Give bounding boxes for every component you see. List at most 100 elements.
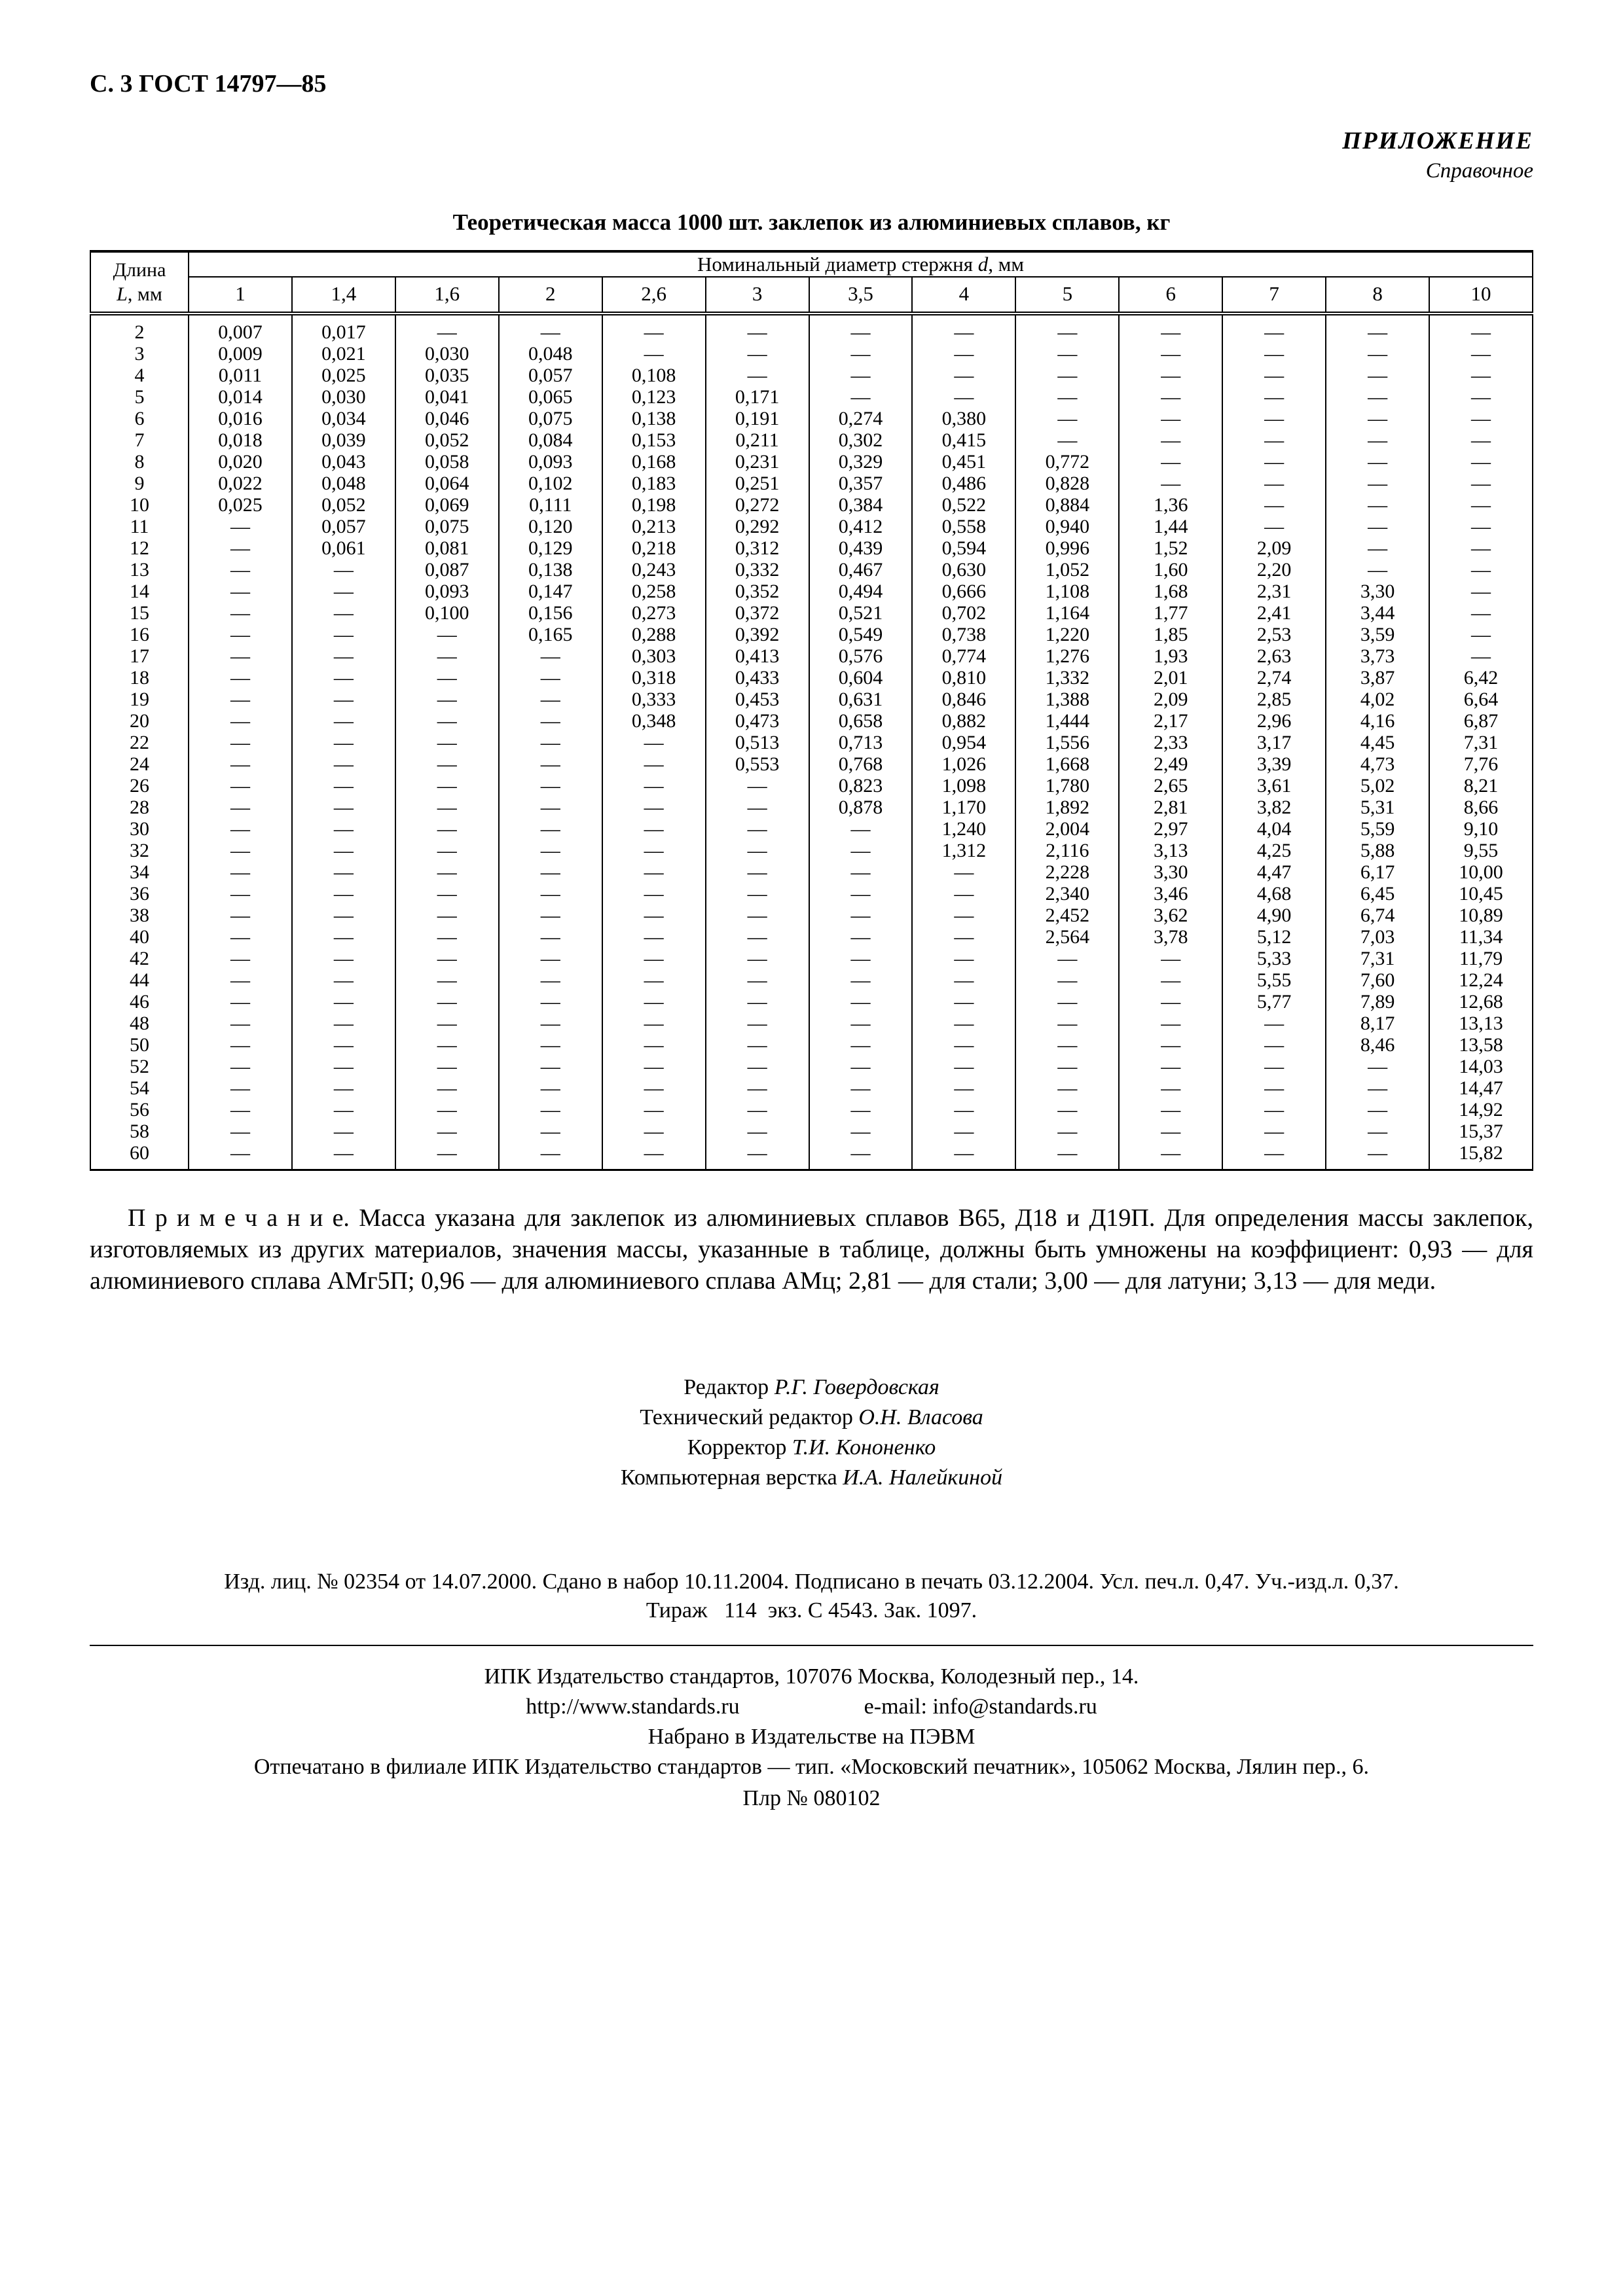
mass-cell: —: [1118, 386, 1224, 408]
mass-cell: 2,31: [1222, 581, 1327, 602]
mass-cell: 3,30: [1325, 581, 1431, 602]
mass-cell: 0,274: [808, 408, 913, 429]
mass-cell: 0,014: [188, 386, 293, 408]
length-cell: 32: [90, 840, 189, 861]
length-cell: 18: [90, 667, 189, 689]
mass-cell: 0,439: [808, 537, 913, 559]
mass-cell: —: [808, 1142, 913, 1170]
mass-cell: —: [394, 1142, 500, 1170]
table-row: 28— — — — — —0,878 1,170 1,892 2,81 3,82 5,31 8,66: [90, 797, 1533, 818]
mass-cell: —: [1222, 1077, 1327, 1099]
length-cell: 58: [90, 1121, 189, 1142]
mass-cell: —: [601, 948, 706, 969]
credits-block: Редактор Р.Г. Говердовская Технический ре…: [90, 1372, 1533, 1493]
mass-cell: 1,60: [1118, 559, 1224, 581]
mass-cell: —: [188, 645, 293, 667]
mass-cell: —: [911, 1142, 1017, 1170]
mass-cell: 0,413: [704, 645, 810, 667]
mass-cell: 2,49: [1118, 753, 1224, 775]
table-head: Длина L, мм Номинальный диаметр стержня d…: [90, 251, 1533, 315]
mass-cell: —: [1325, 516, 1431, 537]
diameter-header: Номинальный диаметр стержня d, мм: [188, 251, 1533, 278]
mass-cell: 13,13: [1429, 1013, 1533, 1034]
mass-cell: 2,340: [1015, 883, 1120, 905]
mass-cell: —: [1118, 451, 1224, 473]
mass-cell: 0,231: [704, 451, 810, 473]
length-cell: 52: [90, 1056, 189, 1077]
mass-cell: —: [498, 667, 603, 689]
mass-cell: —: [291, 1142, 396, 1170]
mass-cell: 4,90: [1222, 905, 1327, 926]
mass-cell: 0,348: [601, 710, 706, 732]
mass-cell: 1,026: [911, 753, 1017, 775]
mass-cell: —: [704, 991, 810, 1013]
mass-cell: 0,273: [601, 602, 706, 624]
length-cell: 56: [90, 1099, 189, 1121]
mass-cell: 0,243: [601, 559, 706, 581]
mass-cell: —: [1429, 581, 1533, 602]
mass-cell: 4,04: [1222, 818, 1327, 840]
table-row: 19— — — —0,333 0,453 0,631 0,846 1,388 2,09 2,85 4…: [90, 689, 1533, 710]
mass-cell: —: [1429, 537, 1533, 559]
mass-cell: —: [188, 969, 293, 991]
mass-cell: —: [1429, 602, 1533, 624]
mass-cell: —: [1015, 1077, 1120, 1099]
mass-cell: —: [704, 861, 810, 883]
mass-cell: 2,09: [1118, 689, 1224, 710]
mass-cell: 0,453: [704, 689, 810, 710]
mass-cell: —: [601, 969, 706, 991]
mass-cell: 2,74: [1222, 667, 1327, 689]
length-cell: 50: [90, 1034, 189, 1056]
mass-cell: 0,100: [394, 602, 500, 624]
mass-cell: —: [498, 1056, 603, 1077]
mass-cell: —: [1015, 1034, 1120, 1056]
mass-cell: 4,68: [1222, 883, 1327, 905]
mass-cell: —: [291, 710, 396, 732]
mass-cell: —: [1015, 386, 1120, 408]
credit-line: Компьютерная верстка И.А. Налейкиной: [90, 1463, 1533, 1493]
mass-cell: —: [188, 689, 293, 710]
mass-cell: —: [1429, 429, 1533, 451]
mass-cell: 0,272: [704, 494, 810, 516]
mass-cell: 1,240: [911, 818, 1017, 840]
credit-name: И.А. Налейкиной: [843, 1465, 1003, 1490]
mass-cell: 6,87: [1429, 710, 1533, 732]
mass-cell: 3,82: [1222, 797, 1327, 818]
mass-cell: 12,24: [1429, 969, 1533, 991]
mass-cell: —: [808, 840, 913, 861]
mass-cell: 1,780: [1015, 775, 1120, 797]
mass-cell: —: [1015, 408, 1120, 429]
mass-cell: 0,052: [394, 429, 500, 451]
diameter-value-cell: 1,4: [291, 277, 396, 315]
length-cell: 26: [90, 775, 189, 797]
mass-cell: —: [1325, 1077, 1431, 1099]
mass-cell: —: [291, 1034, 396, 1056]
mass-cell: —: [808, 1077, 913, 1099]
mass-cell: 2,20: [1222, 559, 1327, 581]
mass-cell: —: [704, 840, 810, 861]
mass-cell: —: [704, 365, 810, 386]
mass-cell: 1,85: [1118, 624, 1224, 645]
publisher-contacts: http://www.standards.ru e-mail: info@sta…: [90, 1692, 1533, 1722]
mass-cell: 0,058: [394, 451, 500, 473]
mass-cell: 0,039: [291, 429, 396, 451]
mass-cell: 0,009: [188, 343, 293, 365]
diameter-unit: , мм: [988, 253, 1024, 276]
mass-cell: —: [498, 840, 603, 861]
mass-cell: 0,372: [704, 602, 810, 624]
mass-cell: 0,198: [601, 494, 706, 516]
mass-cell: —: [394, 969, 500, 991]
mass-cell: —: [911, 1056, 1017, 1077]
table-row: 18— — — —0,318 0,433 0,604 0,810 1,332 2,01 2,74 3…: [90, 667, 1533, 689]
table-row: 24— — — — —0,553 0,768 1,026 1,668 2,49 3,39 4,73 7…: [90, 753, 1533, 775]
mass-cell: —: [601, 1099, 706, 1121]
mass-cell: 3,30: [1118, 861, 1224, 883]
length-cell: 20: [90, 710, 189, 732]
mass-cell: 4,16: [1325, 710, 1431, 732]
mass-cell: 2,96: [1222, 710, 1327, 732]
annex-block: ПРИЛОЖЕНИЕ Справочное: [90, 127, 1533, 183]
mass-cell: —: [1118, 314, 1224, 343]
mass-cell: 7,31: [1429, 732, 1533, 753]
mass-cell: —: [291, 1056, 396, 1077]
mass-cell: —: [1325, 408, 1431, 429]
